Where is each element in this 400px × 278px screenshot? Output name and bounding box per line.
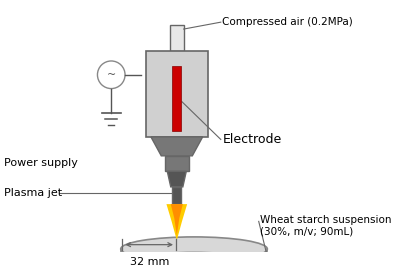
Ellipse shape — [121, 252, 267, 277]
Polygon shape — [171, 204, 183, 235]
Text: Compressed air (0.2MPa): Compressed air (0.2MPa) — [222, 17, 353, 27]
Text: 32 mm: 32 mm — [130, 257, 169, 267]
FancyBboxPatch shape — [146, 51, 208, 137]
Text: Electrode: Electrode — [222, 133, 282, 146]
Polygon shape — [166, 204, 187, 240]
FancyBboxPatch shape — [170, 25, 184, 51]
FancyBboxPatch shape — [172, 66, 181, 131]
FancyBboxPatch shape — [172, 187, 181, 204]
FancyBboxPatch shape — [165, 156, 189, 171]
Polygon shape — [151, 137, 203, 156]
Polygon shape — [167, 171, 186, 187]
Text: Wheat starch suspension
(30%, m/v; 90mL): Wheat starch suspension (30%, m/v; 90mL) — [260, 215, 392, 237]
Text: Power supply: Power supply — [4, 158, 78, 168]
Polygon shape — [121, 249, 267, 264]
Ellipse shape — [121, 237, 267, 261]
Text: ~: ~ — [107, 70, 116, 80]
Text: Plasma jet: Plasma jet — [4, 188, 62, 198]
